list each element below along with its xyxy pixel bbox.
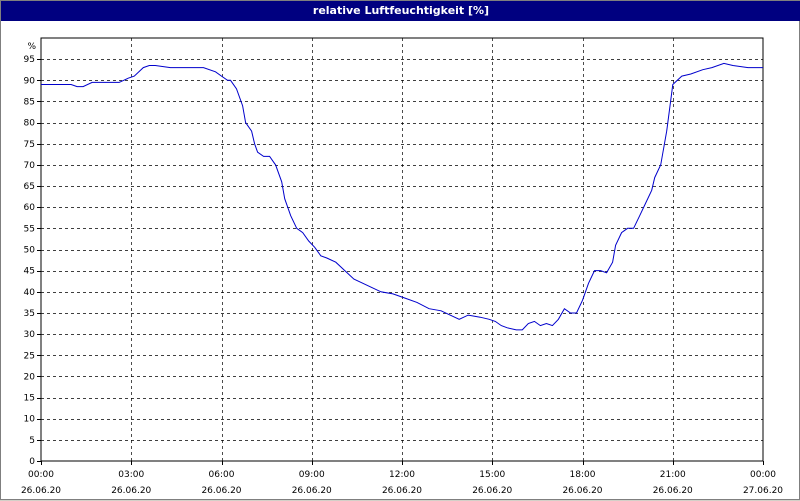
- y-tick-label: 40: [24, 288, 36, 298]
- grid-lines: [41, 38, 763, 461]
- x-tick-time-label: 09:00: [299, 470, 325, 480]
- y-axis: % 0 5 10 15 20 25 30 35 40 45 50 55 60 65 70 75 80 85 90 95: [24, 42, 41, 467]
- x-tick-date-label: 26.06.20: [292, 486, 332, 496]
- x-tick-date-label: 26.06.20: [111, 486, 151, 496]
- y-tick-label: 0: [29, 457, 35, 467]
- y-tick-label: 35: [24, 309, 35, 319]
- y-tick-label: 60: [24, 203, 36, 213]
- x-tick-time-label: 06:00: [209, 470, 235, 480]
- x-tick-date-label: 26.06.20: [653, 486, 693, 496]
- x-tick-date-label: 26.06.20: [472, 486, 512, 496]
- y-tick-label: 25: [24, 351, 35, 361]
- y-tick-label: 85: [24, 97, 35, 107]
- x-tick-date-label: 27.06.20: [743, 486, 783, 496]
- y-tick-label: 90: [24, 76, 36, 86]
- x-tick-time-label: 15:00: [479, 470, 505, 480]
- y-tick-label: 30: [24, 330, 36, 340]
- y-tick-label: 5: [29, 436, 35, 446]
- x-tick-date-label: 26.06.20: [201, 486, 241, 496]
- y-tick-label: 15: [24, 394, 35, 404]
- x-tick-time-label: 12:00: [389, 470, 415, 480]
- x-tick-date-label: 26.06.20: [562, 486, 602, 496]
- y-tick-label: 65: [24, 182, 35, 192]
- x-tick-time-label: 18:00: [570, 470, 596, 480]
- y-tick-label: 95: [24, 55, 35, 65]
- x-axis: 00:00 26.06.20 03:00 26.06.20 06:00 26.06.20 0…: [21, 461, 783, 496]
- plot-area: [40, 37, 764, 462]
- y-tick-label: 70: [24, 161, 36, 171]
- x-tick-time-label: 03:00: [118, 470, 144, 480]
- x-tick-time-label: 00:00: [750, 470, 776, 480]
- y-tick-label: 55: [24, 224, 35, 234]
- y-tick-label: 75: [24, 140, 35, 150]
- x-tick-date-label: 26.06.20: [21, 486, 61, 496]
- x-tick-time-label: 21:00: [660, 470, 686, 480]
- chart-title: relative Luftfeuchtigkeit [%]: [1, 1, 800, 21]
- humidity-series-line: [41, 62, 763, 331]
- x-tick-date-label: 26.06.20: [382, 486, 422, 496]
- y-tick-label: 45: [24, 267, 35, 277]
- y-tick-label: 20: [24, 372, 36, 382]
- y-axis-unit-label: %: [27, 42, 36, 52]
- y-tick-label: 10: [24, 415, 36, 425]
- y-tick-label: 50: [24, 246, 36, 256]
- x-tick-time-label: 00:00: [28, 470, 54, 480]
- y-tick-label: 80: [24, 119, 36, 129]
